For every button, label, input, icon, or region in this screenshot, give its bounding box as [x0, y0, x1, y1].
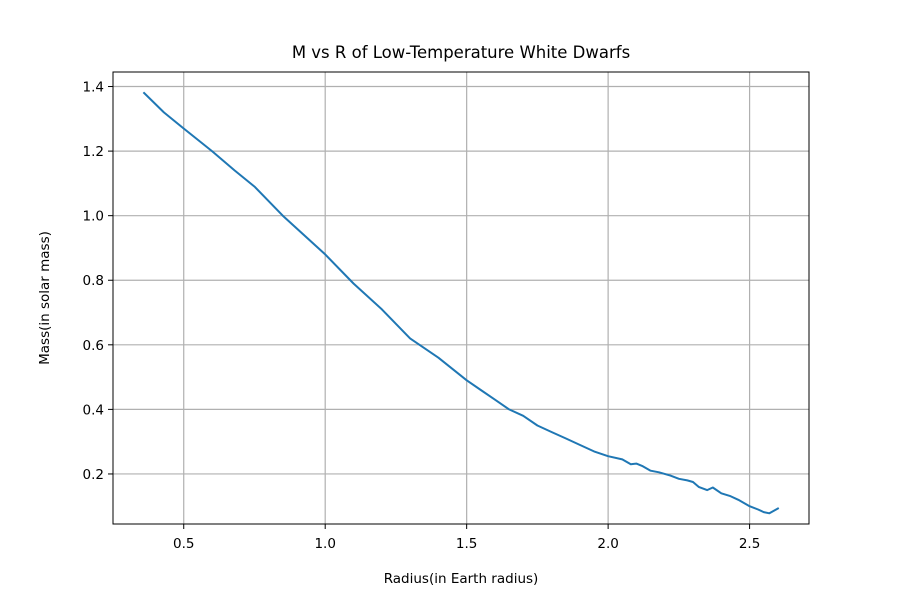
y-tick-label: 0.8 — [83, 273, 104, 289]
series-layer — [142, 91, 780, 515]
x-tick-label: 1.5 — [456, 536, 477, 552]
y-tick-label: 1.2 — [83, 144, 104, 160]
series-line — [142, 91, 780, 515]
y-tick-label: 1.4 — [83, 80, 104, 96]
tick-labels: 0.5 1.0 1.5 2.0 2.5 0.2 0.4 0.6 0.8 1.0 1.2 1.4 — [83, 80, 761, 552]
plot-frame — [112, 71, 810, 525]
chart-title: M vs R of Low-Temperature White Dwarfs — [292, 43, 630, 62]
x-tick-label: 0.5 — [173, 536, 194, 552]
tick-marks — [108, 86, 751, 529]
grid-lines — [113, 72, 809, 524]
y-tick-label: 0.2 — [83, 467, 104, 483]
y-axis-label: Mass(in solar mass) — [37, 231, 53, 365]
x-tick-label: 1.0 — [314, 536, 335, 552]
y-tick-label: 0.4 — [83, 402, 104, 418]
y-tick-label: 1.0 — [83, 209, 104, 225]
x-tick-label: 2.0 — [597, 536, 618, 552]
x-tick-label: 2.5 — [739, 536, 760, 552]
x-axis-label: Radius(in Earth radius) — [384, 571, 539, 587]
y-tick-label: 0.6 — [83, 338, 104, 354]
